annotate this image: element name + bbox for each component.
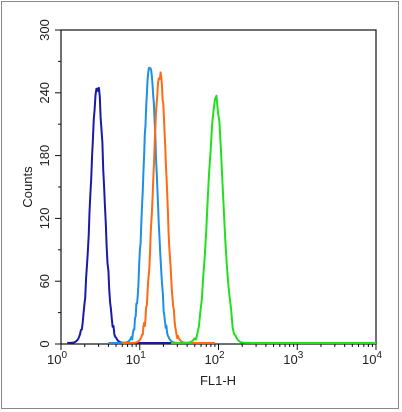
y-tick-label: 240: [37, 82, 52, 104]
x-axis: 100 101 102 103 104: [47, 344, 382, 367]
x-tick-label: 102: [204, 350, 224, 367]
series-layer: [67, 66, 376, 344]
x-axis-label: FL1-H: [200, 373, 236, 388]
y-tick-label: 300: [37, 19, 52, 41]
y-tick-label: 0: [37, 340, 52, 347]
y-tick-label: 120: [37, 208, 52, 230]
x-tick-label: 103: [283, 350, 303, 367]
plot-area: [60, 29, 377, 345]
x-tick-label: 100: [47, 350, 67, 367]
y-tick-label: 60: [37, 274, 52, 288]
y-axis: 0 60 120 180 240 300: [37, 19, 61, 348]
y-tick-label: 180: [37, 145, 52, 167]
series-1-line: [67, 86, 188, 344]
series-3-line: [121, 71, 216, 344]
x-tick-label: 104: [362, 350, 382, 367]
x-tick-label: 101: [126, 350, 146, 367]
series-2-line: [108, 66, 207, 344]
series-4-line: [171, 94, 376, 344]
y-axis-label: Counts: [20, 166, 35, 208]
